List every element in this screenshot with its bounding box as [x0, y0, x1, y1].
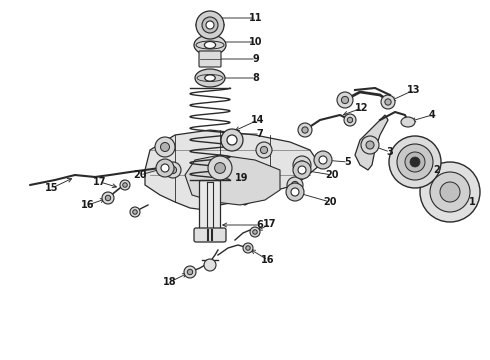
Circle shape [302, 127, 308, 133]
Text: 20: 20 [133, 170, 147, 180]
Circle shape [298, 166, 306, 174]
Circle shape [206, 21, 214, 29]
Circle shape [292, 181, 298, 189]
Circle shape [187, 269, 193, 275]
Text: 5: 5 [344, 157, 351, 167]
Circle shape [130, 207, 140, 217]
Circle shape [293, 156, 311, 174]
Text: 4: 4 [429, 110, 436, 120]
Circle shape [228, 136, 236, 144]
Polygon shape [185, 155, 280, 205]
Circle shape [293, 161, 311, 179]
Circle shape [256, 142, 272, 158]
Polygon shape [355, 115, 388, 170]
Circle shape [223, 131, 241, 149]
Circle shape [102, 192, 114, 204]
Circle shape [161, 143, 170, 152]
Ellipse shape [196, 20, 224, 30]
Circle shape [319, 156, 327, 164]
Text: 16: 16 [81, 200, 95, 210]
Ellipse shape [205, 75, 215, 81]
Circle shape [227, 135, 237, 145]
Text: 20: 20 [325, 170, 339, 180]
Circle shape [298, 123, 312, 137]
Circle shape [405, 152, 425, 172]
Circle shape [366, 141, 374, 149]
Circle shape [196, 11, 224, 39]
Text: 14: 14 [251, 115, 265, 125]
Text: 13: 13 [407, 85, 421, 95]
Circle shape [440, 182, 460, 202]
Circle shape [385, 99, 391, 105]
Circle shape [337, 92, 353, 108]
Circle shape [253, 230, 257, 234]
Circle shape [342, 96, 348, 104]
Circle shape [156, 159, 174, 177]
Text: 12: 12 [355, 103, 369, 113]
Circle shape [344, 114, 356, 126]
Text: 6: 6 [257, 220, 264, 230]
Circle shape [314, 151, 332, 169]
Circle shape [410, 157, 420, 167]
Text: 2: 2 [434, 165, 441, 175]
Circle shape [298, 161, 306, 169]
Text: 7: 7 [257, 129, 264, 139]
Circle shape [420, 162, 480, 222]
Circle shape [250, 227, 260, 237]
Circle shape [133, 210, 137, 214]
Text: 15: 15 [45, 183, 59, 193]
Ellipse shape [401, 117, 415, 127]
Circle shape [184, 266, 196, 278]
Ellipse shape [204, 41, 216, 49]
Text: 1: 1 [468, 197, 475, 207]
Text: 10: 10 [249, 37, 263, 47]
Circle shape [286, 183, 304, 201]
Circle shape [155, 137, 175, 157]
Circle shape [243, 243, 253, 253]
Text: 3: 3 [387, 147, 393, 157]
Text: 16: 16 [261, 255, 275, 265]
Circle shape [260, 147, 268, 154]
Text: 17: 17 [93, 177, 107, 187]
Circle shape [215, 163, 225, 174]
Text: 19: 19 [235, 173, 249, 183]
Text: 9: 9 [253, 54, 259, 64]
Circle shape [170, 166, 176, 174]
FancyBboxPatch shape [199, 180, 220, 231]
FancyBboxPatch shape [199, 51, 221, 67]
FancyBboxPatch shape [194, 228, 226, 242]
Circle shape [361, 136, 379, 154]
Text: 17: 17 [263, 219, 277, 229]
Circle shape [287, 177, 303, 193]
Circle shape [165, 162, 181, 178]
Circle shape [397, 144, 433, 180]
Text: 11: 11 [249, 13, 263, 23]
Circle shape [120, 180, 130, 190]
Text: 8: 8 [252, 73, 259, 83]
Circle shape [381, 95, 395, 109]
Text: 20: 20 [323, 197, 337, 207]
Circle shape [204, 259, 216, 271]
Circle shape [203, 18, 217, 32]
Ellipse shape [195, 69, 225, 87]
Polygon shape [145, 130, 320, 210]
Circle shape [291, 188, 299, 196]
Ellipse shape [194, 35, 226, 55]
Circle shape [389, 136, 441, 188]
Circle shape [161, 164, 169, 172]
Circle shape [347, 117, 353, 123]
Circle shape [105, 195, 111, 201]
Circle shape [123, 183, 127, 187]
Text: 18: 18 [163, 277, 177, 287]
Circle shape [202, 17, 218, 33]
Circle shape [221, 129, 243, 151]
Circle shape [208, 156, 232, 180]
Circle shape [430, 172, 470, 212]
Circle shape [246, 246, 250, 250]
